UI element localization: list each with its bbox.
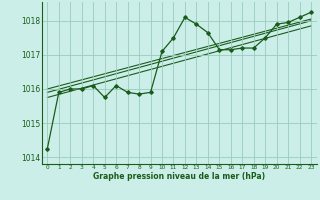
X-axis label: Graphe pression niveau de la mer (hPa): Graphe pression niveau de la mer (hPa) — [93, 172, 265, 181]
